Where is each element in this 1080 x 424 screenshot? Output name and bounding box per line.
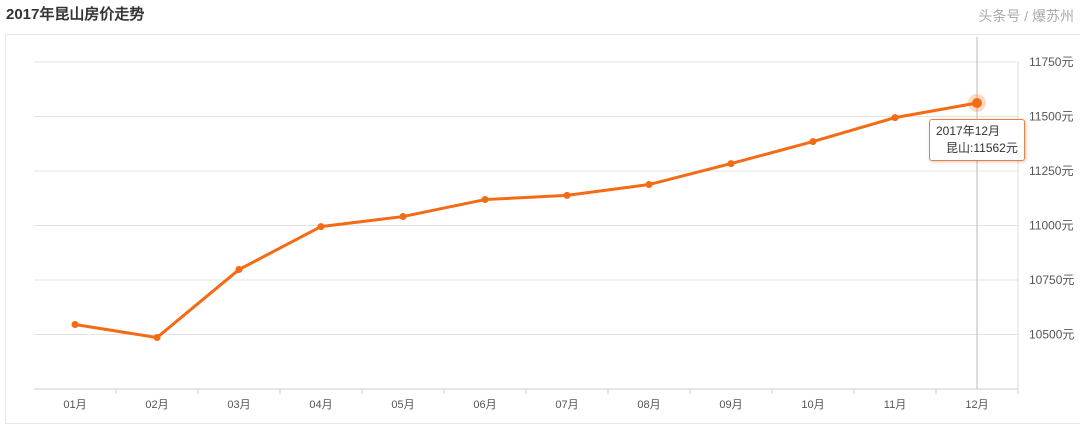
- x-tick-label: 10月: [801, 399, 824, 411]
- data-point: [891, 114, 899, 122]
- data-point: [481, 196, 489, 204]
- y-tick-label: 11000元: [1029, 219, 1073, 233]
- x-tick-label: 01月: [63, 399, 86, 411]
- data-point: [727, 160, 735, 168]
- watermark: 头条号 / 爆苏州: [978, 8, 1074, 24]
- y-tick-label: 10750元: [1029, 273, 1074, 287]
- x-tick-label: 07月: [555, 399, 578, 411]
- data-point: [235, 266, 243, 274]
- x-tick-label: 05月: [391, 399, 414, 411]
- data-point: [153, 334, 161, 342]
- tooltip-date: 2017年12月: [936, 124, 1001, 138]
- y-tick-label: 11500元: [1029, 110, 1073, 124]
- data-point: [645, 181, 653, 189]
- y-tick-label: 10500元: [1029, 328, 1074, 342]
- x-tick-label: 03月: [227, 399, 250, 411]
- tooltip-series: 昆山: [946, 141, 971, 155]
- chart-title: 2017年昆山房价走势: [6, 6, 145, 23]
- x-tick-label: 08月: [637, 399, 660, 411]
- x-tick-label: 11月: [884, 399, 906, 411]
- y-tick-label: 11750元: [1029, 55, 1073, 69]
- data-point: [972, 97, 982, 108]
- x-tick-label: 06月: [473, 399, 496, 411]
- data-point: [809, 138, 817, 146]
- series-line: [74, 101, 978, 340]
- data-point: [317, 223, 325, 231]
- x-tick-label: 09月: [719, 399, 742, 411]
- tooltip-value: 11562元: [973, 141, 1018, 155]
- y-tick-label: 11250元: [1029, 164, 1073, 178]
- x-tick-label: 04月: [309, 399, 332, 411]
- x-tick-label: 02月: [145, 399, 168, 411]
- data-point: [563, 191, 571, 199]
- tooltip: 2017年12月 昆山:11562元: [929, 119, 1025, 161]
- line-chart: 10500元 10750元 11000元 11250元 11500元 11750元 01月 0…: [34, 37, 1074, 411]
- data-point: [71, 320, 79, 328]
- x-tick-label: 12月: [965, 399, 988, 411]
- data-point: [399, 213, 407, 221]
